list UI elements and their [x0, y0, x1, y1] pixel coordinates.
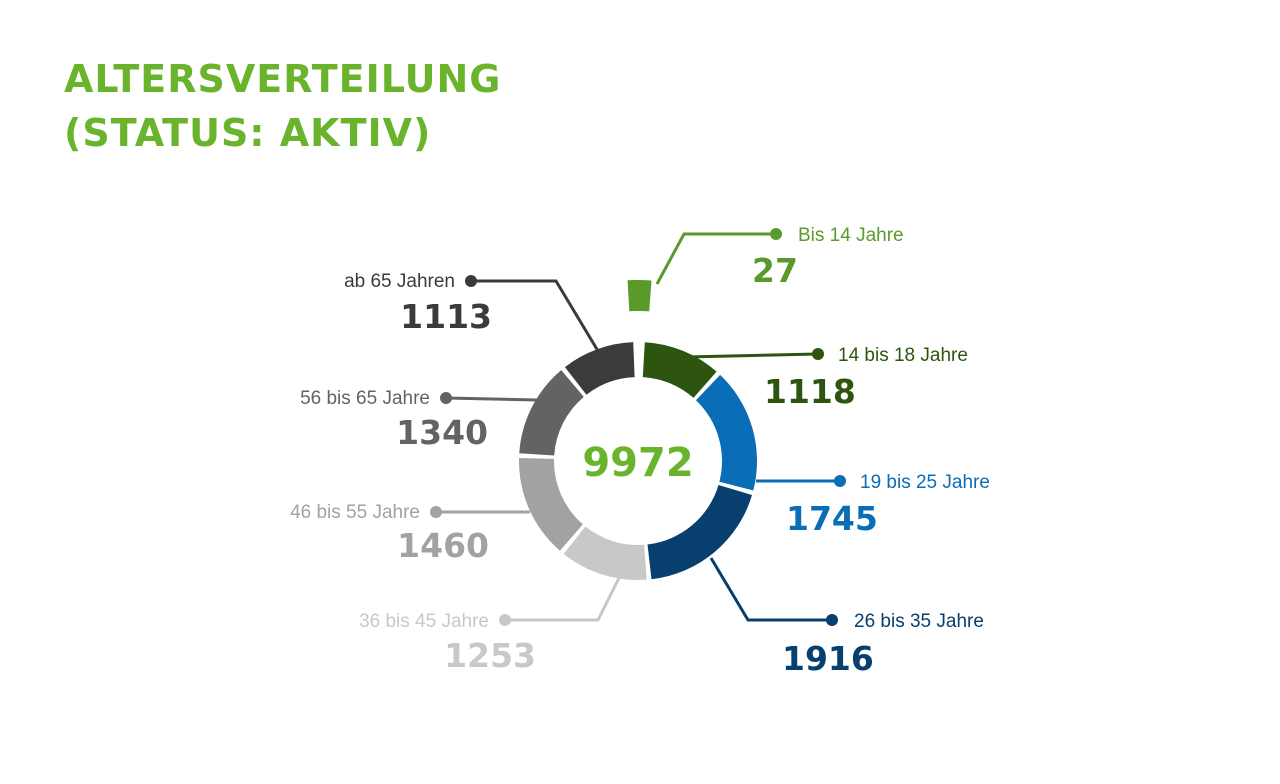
value-label-26-bis-35-jahre: 1916 [782, 639, 874, 678]
series-ab-65-jahren: ab 65 Jahren 1113 [344, 271, 635, 395]
category-label-36-bis-45-jahre: 36 bis 45 Jahre [359, 611, 489, 632]
leader-dot-56-bis-65-jahre [440, 392, 452, 404]
value-label-14-bis-18-jahre: 1118 [764, 372, 856, 411]
category-label-46-bis-55-jahre: 46 bis 55 Jahre [290, 502, 420, 523]
series-46-bis-55-jahre: 46 bis 55 Jahre 1460 [290, 458, 583, 565]
chart-title-line-2: (STATUS: AKTIV) [64, 111, 432, 155]
leader-line-36-bis-45-jahre [505, 575, 622, 622]
leader-dot-19-bis-25-jahre [834, 475, 846, 487]
category-label-14-bis-18-jahre: 14 bis 18 Jahre [838, 345, 968, 366]
leader-line-bis-14-jahre [655, 232, 776, 285]
center-total-label: 9972 [582, 440, 693, 486]
leader-line-26-bis-35-jahre [709, 557, 832, 622]
value-label-19-bis-25-jahre: 1745 [786, 499, 878, 538]
series-26-bis-35-jahre: 26 bis 35 Jahre 1916 [647, 485, 984, 678]
category-label-bis-14-jahre: Bis 14 Jahre [798, 225, 904, 246]
value-label-56-bis-65-jahre: 1340 [396, 413, 488, 452]
slice-bis-14-jahre [627, 280, 652, 312]
value-label-36-bis-45-jahre: 1253 [444, 636, 536, 675]
category-label-26-bis-35-jahre: 26 bis 35 Jahre [854, 611, 984, 632]
leader-dot-bis-14-jahre [770, 228, 782, 240]
category-label-ab-65-jahren: ab 65 Jahren [344, 271, 455, 292]
slice-ab-65-jahren [564, 342, 635, 395]
series-36-bis-45-jahre: 36 bis 45 Jahre 1253 [359, 526, 647, 675]
category-label-19-bis-25-jahre: 19 bis 25 Jahre [860, 472, 990, 493]
leader-dot-36-bis-45-jahre [499, 614, 511, 626]
category-label-56-bis-65-jahre: 56 bis 65 Jahre [300, 388, 430, 409]
value-label-ab-65-jahren: 1113 [400, 297, 492, 336]
chart-title: ALTERSVERTEILUNG (STATUS: AKTIV) [64, 52, 502, 160]
leader-line-56-bis-65-jahre [445, 396, 539, 402]
series-56-bis-65-jahre: 56 bis 65 Jahre 1340 [300, 370, 584, 456]
slice-36-bis-45-jahre [563, 526, 647, 580]
leader-dot-ab-65-jahren [465, 275, 477, 287]
value-label-46-bis-55-jahre: 1460 [397, 526, 489, 565]
leader-dot-26-bis-35-jahre [826, 614, 838, 626]
slice-14-bis-18-jahre [642, 342, 717, 398]
chart-title-line-1: ALTERSVERTEILUNG [64, 57, 502, 101]
value-label-bis-14-jahre: 27 [752, 251, 798, 290]
slice-26-bis-35-jahre [647, 485, 753, 580]
series-14-bis-18-jahre: 14 bis 18 Jahre 1118 [642, 342, 968, 411]
series-19-bis-25-jahre: 19 bis 25 Jahre 1745 [695, 374, 990, 538]
slice-56-bis-65-jahre [519, 370, 584, 456]
leader-line-14-bis-18-jahre [685, 352, 819, 359]
leader-dot-46-bis-55-jahre [430, 506, 442, 518]
slice-19-bis-25-jahre [695, 374, 758, 491]
slice-46-bis-55-jahre [519, 458, 583, 551]
leader-dot-14-bis-18-jahre [812, 348, 824, 360]
leader-line-ab-65-jahren [471, 279, 600, 352]
